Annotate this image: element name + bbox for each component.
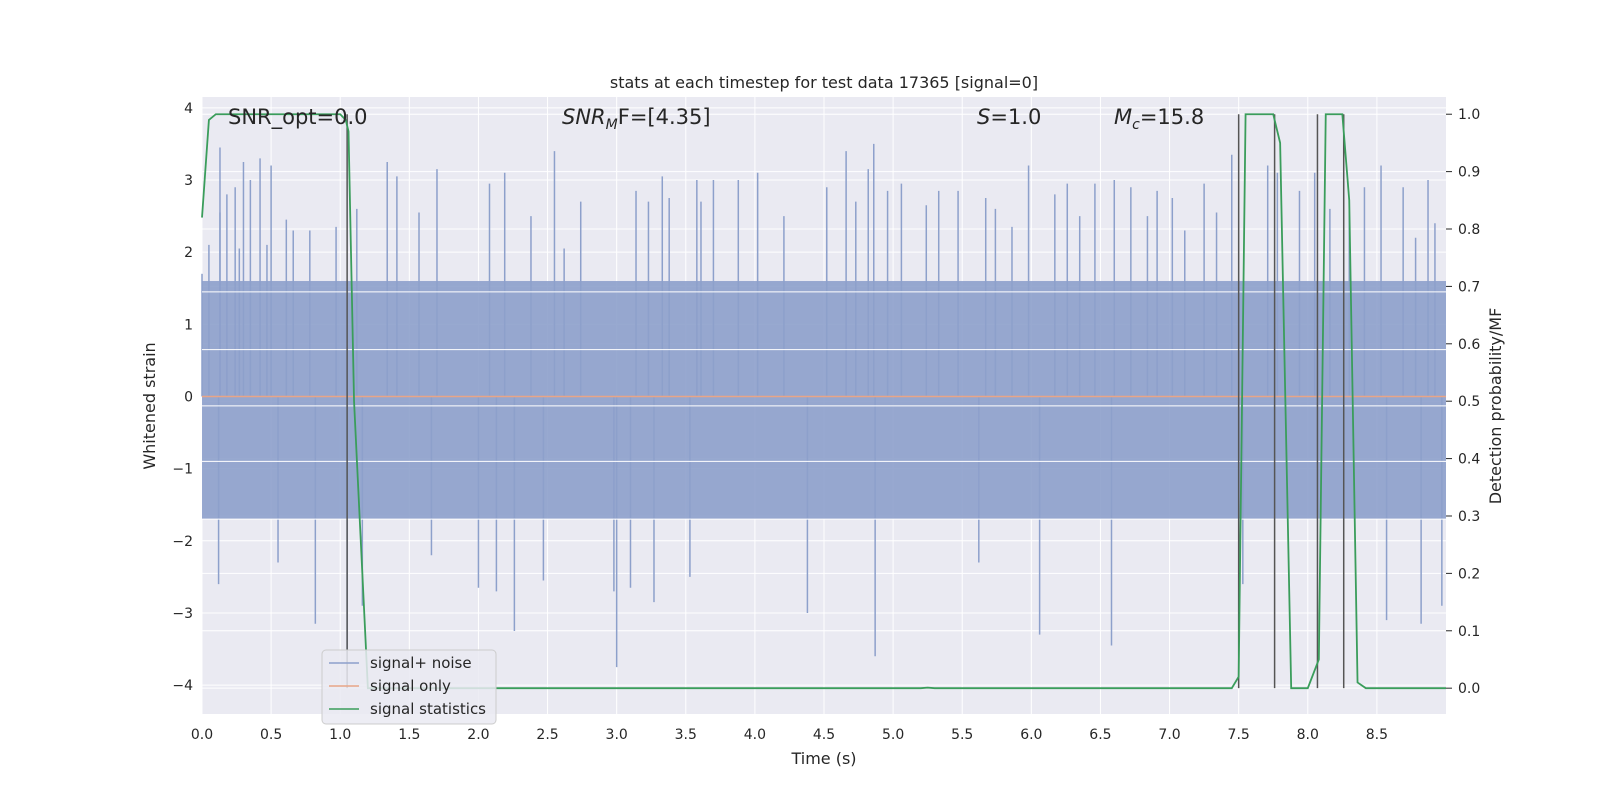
mc-prefix: M xyxy=(1114,105,1132,129)
y-tick-label: −4 xyxy=(172,678,193,694)
snr-mf-suffix: F=[4.35] xyxy=(618,105,711,129)
y-tick-label: 0 xyxy=(184,389,193,405)
y-tick-label: −1 xyxy=(172,462,193,478)
y-tick-label: −2 xyxy=(172,534,193,550)
y-tick-label: −3 xyxy=(172,606,193,622)
s-suffix: =1.0 xyxy=(990,105,1041,129)
x-tick-label: 6.5 xyxy=(1089,727,1111,743)
y2-tick-label: 0.0 xyxy=(1458,681,1480,697)
y-axis-ticks: −4 −3 −2 −1 0 1 2 3 4 xyxy=(172,101,193,694)
x-tick-label: 3.5 xyxy=(675,727,697,743)
legend-label-noise: signal+ noise xyxy=(370,654,472,672)
x-tick-label: 7.0 xyxy=(1158,727,1180,743)
x-tick-label: 5.5 xyxy=(951,727,973,743)
s-prefix: S xyxy=(977,105,990,129)
x-tick-label: 4.5 xyxy=(813,727,835,743)
mc-suffix: =15.8 xyxy=(1140,105,1204,129)
x-tick-label: 4.0 xyxy=(744,727,766,743)
y2-tick-label: 0.3 xyxy=(1458,509,1480,525)
y2-tick-label: 0.6 xyxy=(1458,337,1480,353)
y2-axis-ticks: 0.0 0.1 0.2 0.3 0.4 0.5 0.6 0.7 0.8 0.9 1.0 xyxy=(1446,107,1480,697)
x-axis-label: Time (s) xyxy=(790,749,856,768)
y-tick-label: 2 xyxy=(184,245,193,261)
x-tick-label: 8.0 xyxy=(1297,727,1319,743)
y2-tick-label: 0.5 xyxy=(1458,394,1480,410)
x-tick-label: 0.0 xyxy=(191,727,213,743)
x-tick-label: 0.5 xyxy=(260,727,282,743)
x-tick-label: 2.5 xyxy=(536,727,558,743)
x-tick-label: 1.5 xyxy=(398,727,420,743)
y-tick-label: 1 xyxy=(184,317,193,333)
x-tick-label: 2.0 xyxy=(467,727,489,743)
snr-mf-prefix: SNR xyxy=(562,105,606,129)
snr-opt-annotation: SNR_opt=0.0 xyxy=(228,105,368,130)
y2-axis-label: Detection probability/MF xyxy=(1486,308,1505,505)
s-annotation: S=1.0 xyxy=(977,105,1041,129)
statistics-series xyxy=(201,113,1446,690)
vertical-markers xyxy=(346,114,1345,689)
legend-label-statistics: signal statistics xyxy=(370,700,486,718)
chart-title: stats at each timestep for test data 173… xyxy=(610,73,1038,92)
x-tick-label: 3.0 xyxy=(606,727,628,743)
statistics-line xyxy=(201,113,1446,690)
y2-tick-label: 0.7 xyxy=(1458,279,1480,295)
y-axis-label: Whitened strain xyxy=(140,342,159,469)
y-tick-label: 3 xyxy=(184,173,193,189)
y2-tick-label: 0.1 xyxy=(1458,624,1480,640)
y2-tick-label: 0.4 xyxy=(1458,452,1480,468)
legend-label-signal-only: signal only xyxy=(370,677,451,695)
snr-mf-sub: M xyxy=(606,117,618,133)
x-tick-label: 6.0 xyxy=(1020,727,1042,743)
legend-box xyxy=(321,649,497,725)
x-tick-label: 8.5 xyxy=(1366,727,1388,743)
y-tick-label: 4 xyxy=(184,101,193,117)
snr-mf-annotation: SNRMF=[4.35] xyxy=(562,105,711,133)
x-axis-ticks: 0.0 0.5 1.0 1.5 2.0 2.5 3.0 3.5 4.0 4.5 5.0 5.5 6.0 6… xyxy=(191,727,1388,743)
y2-tick-label: 0.8 xyxy=(1458,222,1480,238)
mc-sub: c xyxy=(1132,117,1140,133)
mc-annotation: Mc=15.8 xyxy=(1114,105,1204,133)
y2-tick-label: 1.0 xyxy=(1458,107,1480,123)
x-tick-label: 7.5 xyxy=(1228,727,1250,743)
legend: signal+ noise signal only signal statist… xyxy=(321,649,497,725)
noise-band xyxy=(202,281,1446,520)
x-tick-label: 5.0 xyxy=(882,727,904,743)
x-tick-label: 1.0 xyxy=(329,727,351,743)
y2-tick-label: 0.2 xyxy=(1458,566,1480,582)
y2-tick-label: 0.9 xyxy=(1458,165,1480,181)
